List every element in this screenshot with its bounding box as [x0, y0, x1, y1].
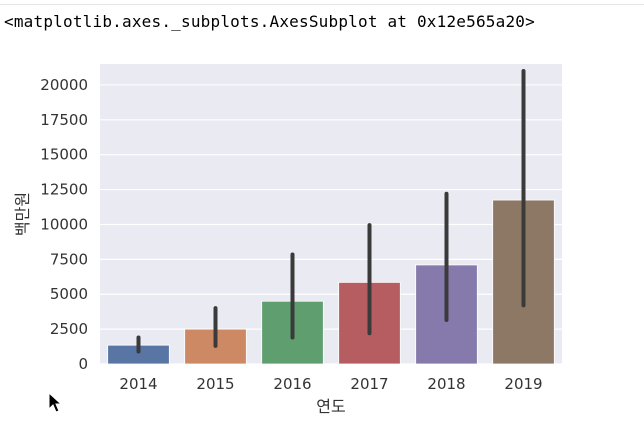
cell-output-text: <matplotlib.axes._subplots.AxesSubplot a…	[4, 12, 535, 31]
x-tick-labels: 2014 2015 2016 2017 2018 2019	[119, 375, 542, 393]
x-tick-label: 2016	[273, 375, 311, 393]
gridlines	[100, 84, 562, 365]
y-tick-labels: 0 2500 5000 7500 10000 12500 15000 17500 20000	[40, 76, 88, 373]
x-tick-label: 2019	[504, 375, 542, 393]
x-axis-label: 연도	[316, 397, 345, 416]
y-tick-label: 15000	[40, 146, 88, 164]
y-tick-label: 12500	[40, 181, 88, 199]
x-tick-label: 2014	[119, 375, 157, 393]
y-tick-label: 5000	[50, 285, 88, 303]
y-tick-label: 0	[78, 355, 88, 373]
y-tick-label: 7500	[50, 250, 88, 268]
x-tick-label: 2017	[350, 375, 388, 393]
x-tick-label: 2018	[427, 375, 465, 393]
y-axis-label: 백만원	[13, 192, 32, 236]
mouse-pointer-icon	[48, 392, 62, 413]
y-tick-label: 20000	[40, 76, 88, 94]
x-tick-label: 2015	[196, 375, 234, 393]
plot-area	[100, 64, 562, 364]
y-tick-label: 10000	[40, 215, 88, 233]
error-bars	[136, 68, 526, 354]
y-tick-label: 17500	[40, 111, 88, 129]
cell-top-border	[0, 4, 644, 5]
y-tick-label: 2500	[50, 320, 88, 338]
